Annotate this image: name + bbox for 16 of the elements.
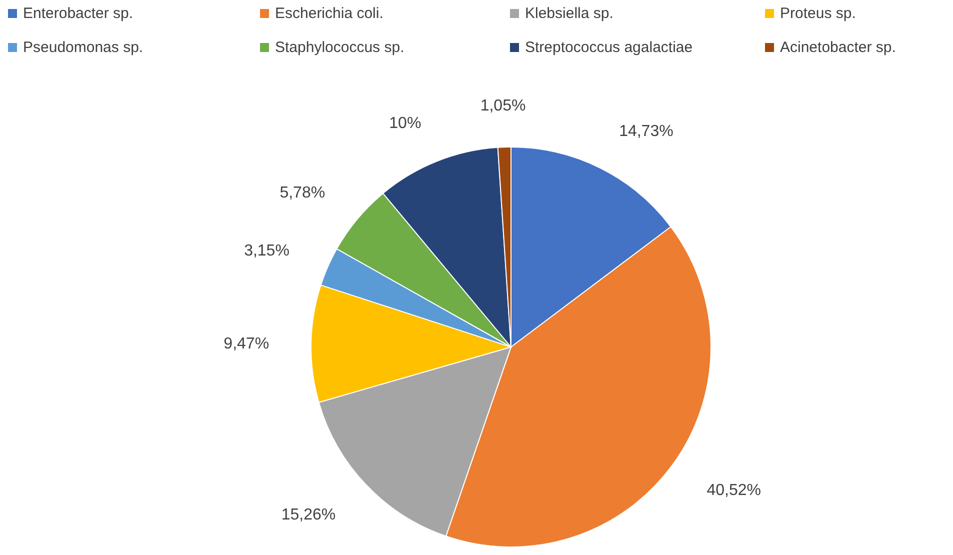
- legend-label: Pseudomonas sp.: [23, 39, 144, 56]
- legend-label: Proteus sp.: [780, 5, 856, 22]
- data-label: 9,47%: [224, 335, 270, 352]
- data-label: 5,78%: [280, 184, 326, 202]
- legend-label: Escherichia coli.: [275, 5, 384, 22]
- legend-label: Staphylococcus sp.: [275, 39, 404, 56]
- legend-label: Enterobacter sp.: [23, 5, 134, 22]
- legend-label: Acinetobacter sp.: [780, 39, 896, 56]
- data-label: 10%: [389, 114, 422, 132]
- data-label: 14,73%: [619, 123, 674, 140]
- legend-label: Klebsiella sp.: [525, 5, 614, 22]
- data-label: 15,26%: [281, 506, 336, 524]
- data-label: 3,15%: [244, 242, 290, 260]
- data-label: 1,05%: [480, 98, 526, 115]
- data-label: 40,52%: [706, 482, 762, 499]
- legend-label: Streptococcus agalactiae: [525, 39, 693, 56]
